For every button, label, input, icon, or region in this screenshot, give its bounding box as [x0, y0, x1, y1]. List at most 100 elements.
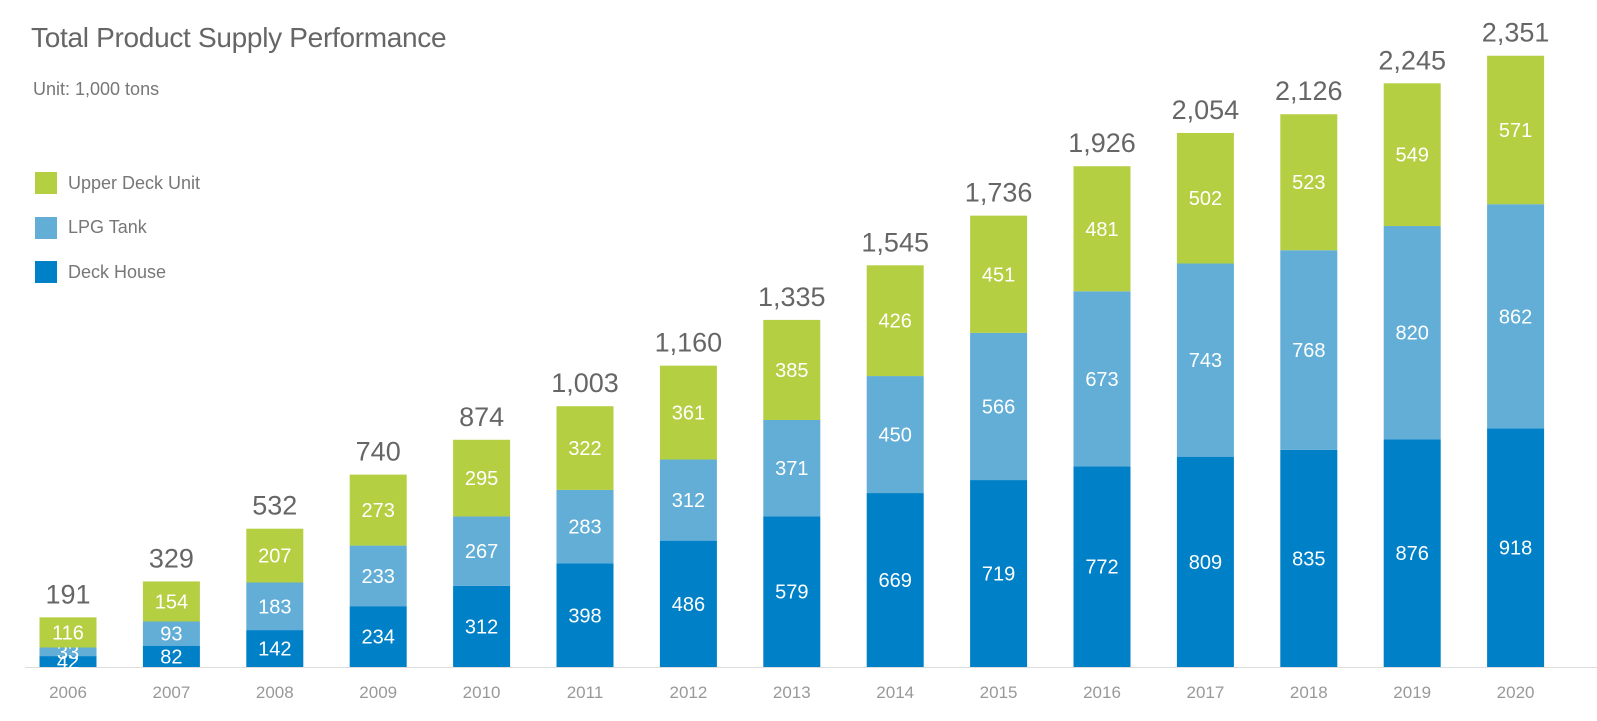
bar-upper-deck-unit [556, 406, 614, 490]
data-label-deck-house: 398 [568, 605, 601, 627]
bar-lpg-tank [866, 376, 924, 494]
bar-lpg-tank [39, 647, 97, 657]
x-tick-label: 2006 [49, 683, 87, 702]
data-label-lpg-tank: 283 [568, 517, 601, 539]
data-label-lpg-tank: 862 [1499, 306, 1532, 328]
bar-upper-deck-unit [1280, 114, 1338, 251]
data-label-upper-deck-unit: 481 [1085, 219, 1118, 241]
data-label-deck-house: 486 [672, 594, 705, 616]
bar-upper-deck-unit [1383, 83, 1441, 227]
x-tick-label: 2013 [773, 683, 811, 702]
bar-deck-house [659, 540, 717, 667]
data-label-deck-house: 876 [1396, 543, 1429, 565]
x-tick-label: 2018 [1290, 683, 1328, 702]
data-label-deck-house: 42 [57, 652, 79, 674]
data-label-lpg-tank: 566 [982, 396, 1015, 418]
data-label-upper-deck-unit: 549 [1396, 145, 1429, 167]
bar-upper-deck-unit [453, 439, 511, 517]
bar-lpg-tank [1487, 204, 1545, 429]
data-label-deck-house: 772 [1085, 557, 1118, 579]
bar-deck-house [246, 630, 304, 667]
bar-upper-deck-unit [659, 365, 717, 460]
x-tick-label: 2011 [567, 683, 604, 702]
data-label-lpg-tank: 450 [879, 425, 912, 447]
data-label-deck-house: 835 [1292, 548, 1325, 570]
bar-deck-house [39, 656, 97, 667]
data-label-upper-deck-unit: 523 [1292, 172, 1325, 194]
legend-label: LPG Tank [68, 217, 147, 237]
legend-item-deck-house: Deck House [35, 260, 200, 284]
total-label: 1,160 [655, 328, 723, 358]
total-label: 532 [252, 491, 297, 521]
bar-deck-house [142, 645, 200, 667]
bar-upper-deck-unit [246, 528, 304, 583]
legend-swatch-upper-deck-unit [35, 172, 57, 194]
legend-label: Deck House [68, 261, 167, 282]
bar-upper-deck-unit [866, 265, 924, 377]
data-label-lpg-tank: 743 [1189, 350, 1222, 372]
bar-deck-house [763, 516, 821, 667]
legend-swatch-lpg-tank [35, 216, 57, 239]
data-label-deck-house: 669 [879, 570, 912, 592]
bar-lpg-tank [1280, 250, 1338, 450]
data-label-upper-deck-unit: 322 [568, 438, 601, 460]
bar-upper-deck-unit [1176, 132, 1234, 264]
data-label-lpg-tank: 768 [1292, 340, 1325, 362]
bar-lpg-tank [556, 489, 614, 564]
x-tick-label: 2016 [1083, 683, 1121, 702]
x-tick-label: 2009 [359, 683, 397, 702]
total-label: 740 [356, 437, 401, 467]
data-label-lpg-tank: 673 [1085, 369, 1118, 391]
x-tick-label: 2015 [980, 683, 1018, 702]
bar-upper-deck-unit [349, 474, 407, 546]
total-label: 2,126 [1275, 76, 1343, 106]
bar-lpg-tank [246, 582, 304, 631]
total-label: 2,245 [1378, 45, 1446, 75]
x-tick-label: 2007 [152, 683, 190, 702]
bar-upper-deck-unit [1073, 166, 1131, 292]
bar-deck-house [1073, 466, 1131, 667]
bar-deck-house [970, 480, 1028, 667]
chart-title: Total Product Supply Performance [31, 22, 447, 53]
bar-deck-house [1487, 428, 1545, 667]
total-label: 2,054 [1172, 95, 1240, 125]
bar-lpg-tank [349, 545, 407, 607]
x-tick-label: 2014 [876, 683, 914, 702]
data-label-lpg-tank: 183 [258, 596, 291, 618]
bar-deck-house [866, 493, 924, 667]
total-label: 1,926 [1068, 128, 1136, 158]
data-label-upper-deck-unit: 361 [672, 403, 705, 425]
x-tick-label: 2017 [1186, 683, 1224, 702]
total-label: 329 [149, 543, 194, 573]
bar-upper-deck-unit [970, 215, 1028, 333]
legend-item-lpg-tank: LPG Tank [35, 216, 200, 240]
bar-upper-deck-unit [142, 581, 200, 622]
x-tick-label: 2019 [1393, 683, 1431, 702]
bar-lpg-tank [970, 332, 1028, 481]
bar-deck-house [349, 606, 407, 667]
data-label-lpg-tank: 312 [672, 490, 705, 512]
data-label-deck-house: 719 [982, 564, 1015, 586]
data-label-upper-deck-unit: 154 [155, 591, 188, 613]
bar-lpg-tank [1073, 291, 1131, 467]
data-label-upper-deck-unit: 295 [465, 468, 498, 490]
total-label: 1,003 [551, 368, 619, 398]
bar-upper-deck-unit [763, 319, 821, 420]
bar-lpg-tank [1176, 263, 1234, 457]
total-label: 1,335 [758, 282, 826, 312]
x-tick-label: 2008 [256, 683, 294, 702]
bar-deck-house [1280, 449, 1338, 667]
data-label-lpg-tank: 267 [465, 541, 498, 563]
bar-deck-house [1176, 456, 1234, 667]
bar-deck-house [1383, 439, 1441, 667]
data-label-deck-house: 142 [258, 639, 291, 661]
bar-upper-deck-unit [1487, 55, 1545, 205]
legend-item-upper-deck-unit: Upper Deck Unit [35, 171, 200, 195]
data-label-lpg-tank: 371 [775, 458, 808, 480]
bar-lpg-tank [763, 420, 821, 517]
data-label-upper-deck-unit: 273 [362, 500, 395, 522]
bar-lpg-tank [1383, 226, 1441, 440]
x-tick-label: 2020 [1497, 683, 1535, 702]
bar-lpg-tank [142, 621, 200, 646]
